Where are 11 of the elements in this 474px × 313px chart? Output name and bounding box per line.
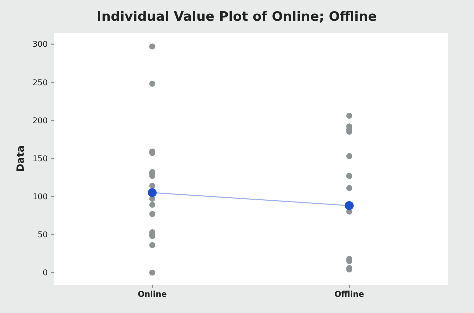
y-tick-label: 250 xyxy=(32,78,48,88)
y-tick-label: 100 xyxy=(32,192,48,202)
y-tick-label: 300 xyxy=(32,40,48,50)
y-tick-label: 50 xyxy=(38,230,48,240)
y-tick-label: 0 xyxy=(42,268,48,278)
x-tick-label: Offline xyxy=(334,290,365,299)
y-tick-label: 150 xyxy=(32,154,48,164)
chart-title: Individual Value Plot of Online; Offline xyxy=(96,10,378,25)
x-tick-label: Online xyxy=(138,290,168,299)
y-axis-title: Data xyxy=(16,146,27,172)
y-tick-label: 200 xyxy=(32,116,48,126)
